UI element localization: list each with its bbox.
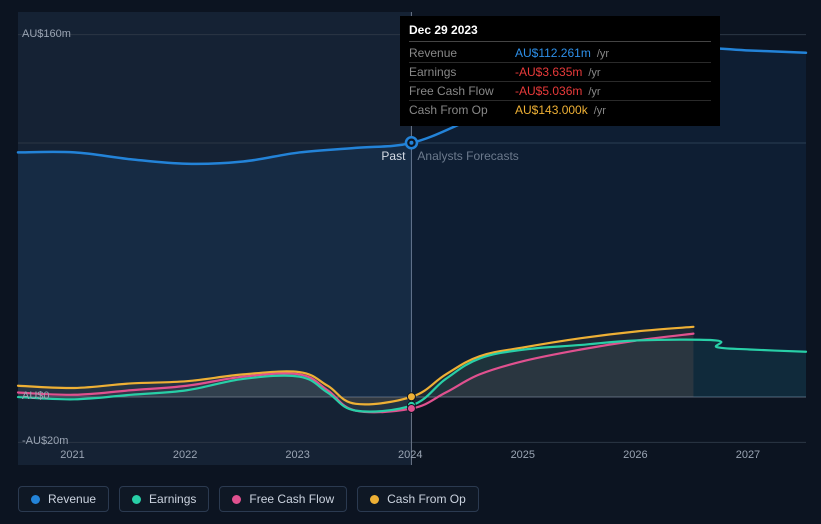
legend-swatch-icon [132, 495, 141, 504]
x-tick-label: 2024 [398, 449, 422, 461]
x-tick-label: 2025 [511, 449, 535, 461]
y-tick-label: AU$0 [22, 390, 50, 402]
x-tick-label: 2027 [736, 449, 760, 461]
tooltip-metric-label: Cash From Op [409, 103, 509, 117]
legend-swatch-icon [370, 495, 379, 504]
legend-swatch-icon [232, 495, 241, 504]
tooltip-row: Free Cash Flow -AU$5.036m/yr [409, 82, 711, 101]
tooltip-metric-label: Earnings [409, 65, 509, 79]
x-tick-label: 2023 [285, 449, 309, 461]
tooltip-metric-value: AU$112.261m [515, 46, 591, 60]
tooltip-metric-label: Free Cash Flow [409, 84, 509, 98]
legend-item-free_cash[interactable]: Free Cash Flow [219, 486, 347, 512]
legend-label: Cash From Op [387, 492, 466, 506]
tooltip-metric-label: Revenue [409, 46, 509, 60]
section-labels: Past Analysts Forecasts [0, 156, 821, 172]
tooltip-unit: /yr [597, 48, 609, 60]
legend-label: Earnings [149, 492, 196, 506]
tooltip-metric-value: -AU$3.635m [515, 65, 582, 79]
legend-swatch-icon [31, 495, 40, 504]
tooltip-date: Dec 29 2023 [409, 23, 711, 42]
forecast-label: Analysts Forecasts [417, 149, 518, 163]
x-tick-label: 2021 [60, 449, 84, 461]
y-tick-label: -AU$20m [22, 435, 68, 447]
tooltip-metric-value: AU$143.000k [515, 103, 588, 117]
legend-label: Free Cash Flow [249, 492, 334, 506]
tooltip-unit: /yr [588, 86, 600, 98]
tooltip-unit: /yr [594, 105, 606, 117]
past-label: Past [381, 149, 405, 163]
tooltip-row: Earnings -AU$3.635m/yr [409, 63, 711, 82]
legend-item-revenue[interactable]: Revenue [18, 486, 109, 512]
tooltip-row: Revenue AU$112.261m/yr [409, 44, 711, 63]
y-tick-label: AU$160m [22, 28, 71, 40]
legend-item-cash_from_op[interactable]: Cash From Op [357, 486, 479, 512]
legend-item-earnings[interactable]: Earnings [119, 486, 209, 512]
tooltip-unit: /yr [588, 67, 600, 79]
legend-label: Revenue [48, 492, 96, 506]
x-tick-label: 2022 [173, 449, 197, 461]
hover-tooltip: Dec 29 2023 RevenueAU$112.261m/yrEarning… [400, 16, 720, 126]
legend: Revenue Earnings Free Cash Flow Cash From O… [18, 486, 479, 512]
financials-chart: -AU$20m AU$0 AU$160m 2021 2022 2023 2024 2025 2… [0, 0, 821, 524]
tooltip-metric-value: -AU$5.036m [515, 84, 582, 98]
tooltip-row: Cash From Op AU$143.000k/yr [409, 101, 711, 119]
x-tick-label: 2026 [623, 449, 647, 461]
